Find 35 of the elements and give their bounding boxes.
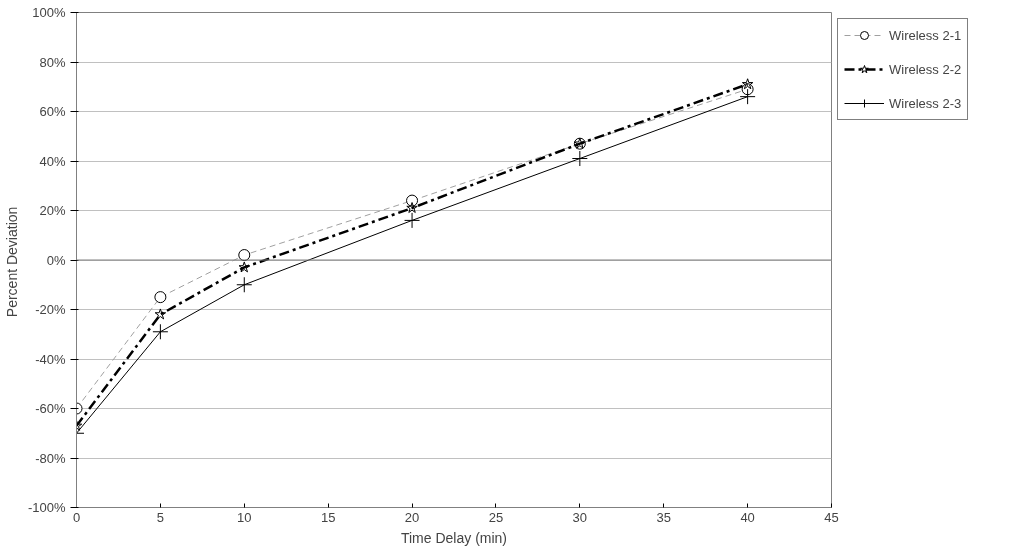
point (571, 150, 588, 167)
y-tick-label: 60% (39, 104, 66, 119)
point (406, 202, 418, 213)
y-tick-label: 40% (39, 153, 66, 169)
legend-label: Wireless 2-3 (889, 95, 962, 111)
y-axis-title: Percent Deviation (3, 206, 20, 318)
x-axis-title: Time Delay (min) (400, 529, 508, 546)
y-tick-label: -100% (27, 500, 66, 515)
point (238, 261, 251, 273)
x-tick-label: 45 (824, 509, 839, 525)
x-tick-label: 30 (572, 509, 588, 525)
point (152, 323, 169, 340)
x-tick-label: 15 (320, 509, 336, 525)
x-tick-label: 35 (656, 509, 671, 525)
point (236, 276, 253, 293)
point (154, 308, 167, 320)
x-tick-label: 5 (156, 509, 165, 525)
y-tick-label: -20% (35, 302, 66, 317)
point (741, 78, 754, 90)
legend-label: Wireless 2-2 (889, 61, 962, 77)
x-tick-label: 10 (237, 509, 252, 525)
x-tick-label: 40 (740, 509, 755, 525)
y-tick-label: 20% (39, 203, 66, 218)
y-tick-label: 100% (32, 5, 66, 20)
y-tick-label: 0% (46, 252, 66, 268)
y-tick-label: -60% (35, 401, 66, 416)
y-tick-label: 80% (39, 54, 66, 70)
x-tick-label: 20 (404, 509, 420, 525)
y-tick-label: -40% (35, 351, 66, 367)
legend-label: Wireless 2-1 (889, 27, 962, 43)
x-tick-label: 25 (488, 509, 504, 525)
point (739, 88, 756, 105)
x-tick-label: 0 (72, 509, 81, 525)
y-tick-label: -80% (35, 450, 66, 466)
point (404, 212, 421, 229)
